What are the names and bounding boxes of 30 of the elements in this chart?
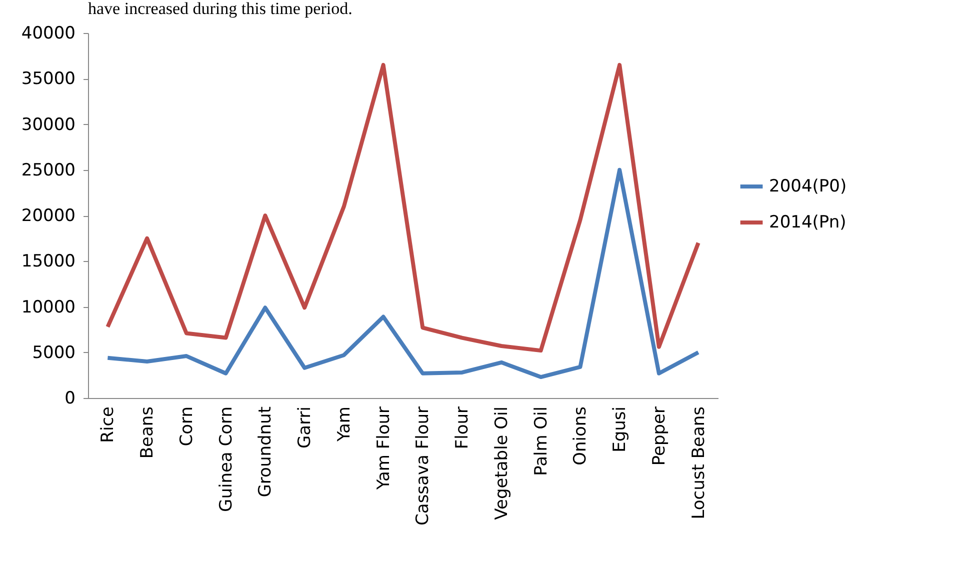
x-tick-label: Guinea Corn [216, 406, 236, 512]
x-tick-label: Flour [452, 406, 473, 450]
y-tick-label: 30000 [21, 114, 76, 135]
y-tick-label: 20000 [21, 206, 76, 226]
y-tick-label: 40000 [21, 24, 76, 44]
x-tick-label: Yam [334, 406, 354, 443]
line-series [106, 62, 700, 353]
x-tick-label: Egusi [610, 406, 630, 452]
y-tick-label: 0 [64, 388, 76, 408]
y-tick-label: 10000 [21, 297, 76, 318]
x-tick-label: Corn [176, 406, 197, 446]
text: have increased during this time period. [88, 0, 352, 18]
y-tick-label: 35000 [21, 69, 76, 90]
x-tick-label: Palm Oil [531, 406, 552, 476]
x-tick-label: Vegetable Oil [492, 406, 512, 520]
x-tick-label: Groundnut [256, 406, 276, 498]
x-tick-label: Beans [138, 406, 158, 459]
x-tick-label: Locust Beans [688, 406, 709, 520]
x-tick-label: Pepper [649, 406, 670, 466]
legend-label: 2004(P0) [769, 176, 847, 196]
x-tick-label: Onions [570, 406, 591, 466]
x-tick-label: Rice [98, 406, 118, 443]
line-series [106, 168, 700, 380]
x-tick-label: Garri [295, 406, 316, 448]
y-tick-label: 25000 [21, 160, 76, 180]
x-tick-label: Yam Flour [374, 406, 394, 491]
legend-label: 2014(Pn) [769, 212, 846, 232]
x-tick-label: Cassava Flour [413, 406, 434, 526]
y-tick-label: 15000 [21, 252, 76, 272]
y-tick-label: 5000 [32, 342, 76, 363]
